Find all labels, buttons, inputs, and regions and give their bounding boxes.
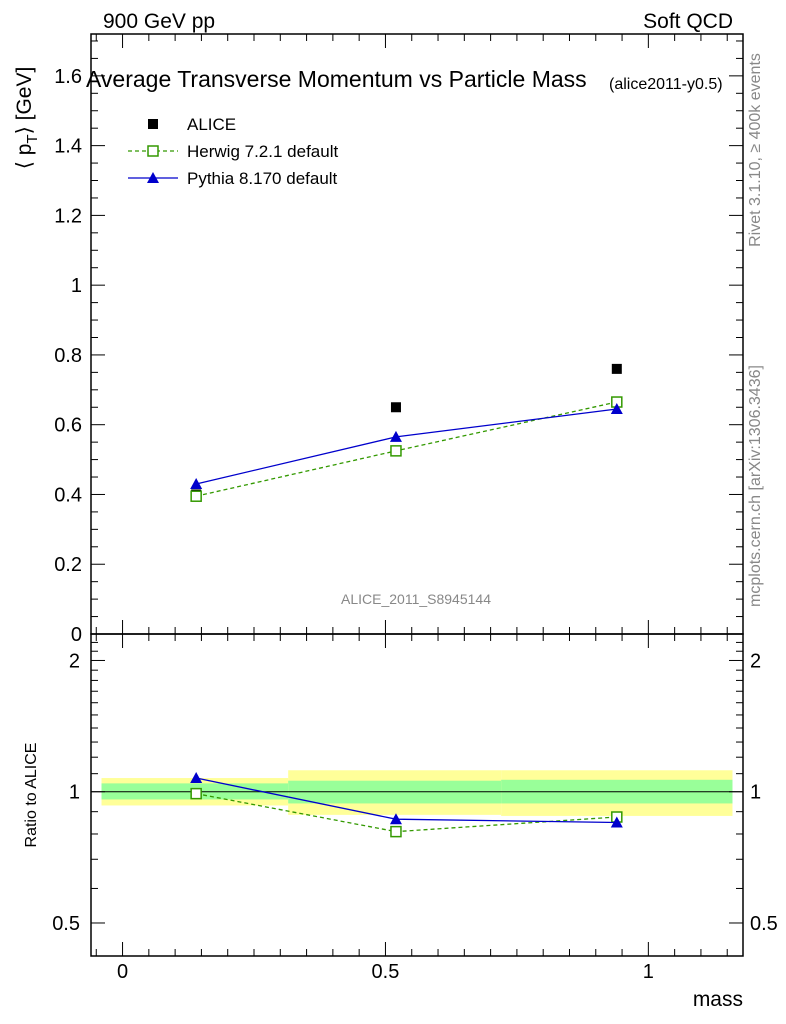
ratio-plot-frame: [90, 633, 744, 957]
ratio-y-axis-label: Ratio to ALICE: [23, 743, 40, 848]
x-tick-label-1: 0.5: [372, 961, 400, 983]
side-label-mcplots: mcplots.cern.ch [arXiv:1306.3436]: [747, 365, 764, 607]
ratio-y-tick-label-right-0: 0.5: [750, 913, 778, 935]
ratio-y-tick-label-left-0: 0.5: [52, 913, 80, 935]
y-axis-label-close: ⟩ [GeV]: [13, 67, 36, 135]
ratio-point-pythia-1: [389, 813, 402, 825]
chart-subtitle: (alice2011-y0.5): [609, 76, 723, 93]
chart-title: Average Transverse Momentum vs Particle …: [86, 66, 587, 92]
ratio-point-pythia-0: [190, 772, 203, 784]
header-right: Soft QCD: [643, 10, 733, 33]
watermark: ALICE_2011_S8945144: [341, 591, 491, 607]
ratio-plot: 0 0.5 1 0.5 0.5 1 1 2 2: [52, 633, 778, 983]
data-point-herwig-0: [190, 490, 202, 502]
ratio-point-herwig-1: [390, 825, 402, 838]
y-tick-label-0: 0: [71, 624, 82, 646]
series-line-pythia: [196, 408, 617, 485]
y-tick-label-6: 1.2: [54, 205, 82, 227]
x-tick-label-2: 1: [643, 961, 654, 983]
legend-marker-0: [148, 119, 158, 129]
legend-label-1: Herwig 7.2.1 default: [187, 142, 338, 161]
ratio-y-tick-label-right-2: 2: [750, 650, 761, 672]
data-point-alice-1: [390, 402, 401, 413]
y-axis-label-sub: T: [24, 134, 41, 143]
y-tick-label-4: 0.8: [54, 345, 82, 367]
ratio-point-herwig-0: [190, 787, 202, 800]
side-label-rivet: Rivet 3.1.10, ≥ 400k events: [747, 53, 764, 247]
ratio-point-pythia-2: [610, 816, 623, 828]
ratio-y-tick-label-left-2: 2: [69, 650, 80, 672]
x-tick-label-0: 0: [117, 961, 128, 983]
y-tick-label-7: 1.4: [54, 136, 82, 158]
y-tick-label-2: 0.4: [54, 484, 82, 506]
x-axis-label: mass: [693, 988, 743, 1011]
y-tick-label-8: 1.6: [54, 66, 82, 88]
y-axis-label: ⟨ pT⟩ [GeV]: [13, 67, 41, 170]
data-point-pythia-2: [610, 403, 623, 414]
data-point-alice-2: [611, 363, 622, 374]
legend-label-0: ALICE: [187, 115, 236, 134]
data-point-pythia-1: [389, 430, 402, 442]
legend: ALICE Herwig 7.2.1 default Pythia 8.170 de…: [128, 115, 338, 188]
y-tick-label-3: 0.6: [54, 415, 82, 437]
main-plot: 0 0.2 0.4 0.6 0.8 1 1.2 1.4 1.6: [54, 33, 744, 646]
data-point-pythia-0: [190, 478, 203, 489]
y-tick-label-5: 1: [71, 275, 82, 297]
legend-marker-1: [147, 145, 159, 157]
y-axis-label-open: ⟨ p: [13, 144, 36, 170]
y-tick-label-1: 0.2: [54, 554, 82, 576]
data-point-herwig-1: [390, 445, 402, 457]
header-left: 900 GeV pp: [103, 10, 215, 33]
ratio-y-tick-label-left-1: 1: [69, 782, 80, 804]
legend-label-2: Pythia 8.170 default: [187, 169, 338, 188]
legend-marker-2: [147, 172, 159, 183]
series-line-herwig: [196, 401, 617, 497]
ratio-y-tick-label-right-1: 1: [750, 782, 761, 804]
